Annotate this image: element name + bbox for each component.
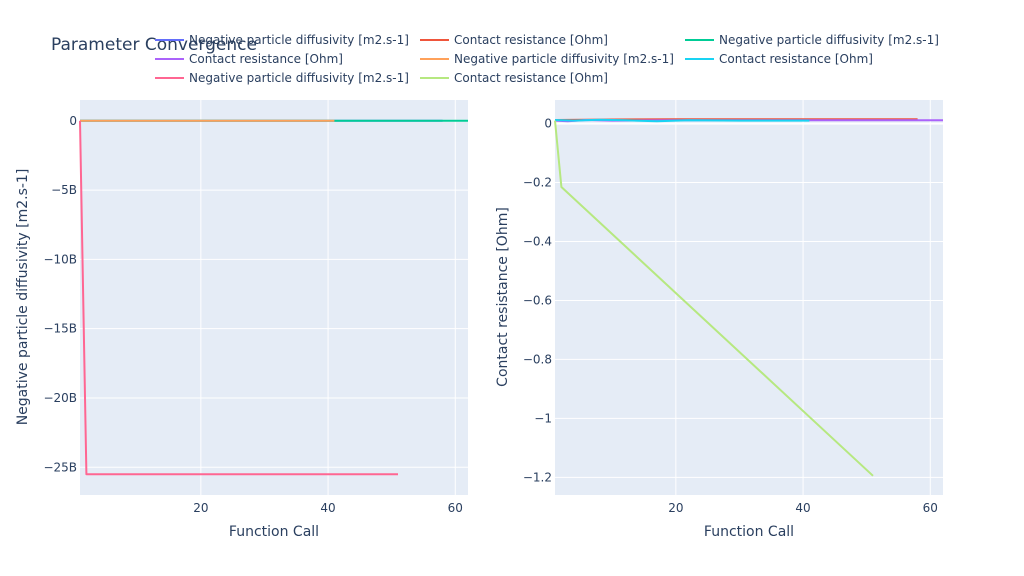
- legend-item-8[interactable]: Contact resistance [Ohm]: [420, 71, 608, 85]
- y-tick-label: −0.4: [523, 234, 552, 248]
- y-tick-label: −0.2: [523, 176, 552, 190]
- x-tick-label: 20: [193, 501, 208, 515]
- legend-item-7[interactable]: Negative particle diffusivity [m2.s-1]: [155, 71, 409, 85]
- legend-item-5[interactable]: Negative particle diffusivity [m2.s-1]: [420, 52, 674, 66]
- series-line-7[interactable]: [79, 120, 398, 476]
- subplot-right: 20 40 60 0 −0.2 −0.4 −0.6 −0.8 −1 −1.2 Function C…: [495, 100, 943, 540]
- legend-label: Contact resistance [Ohm]: [454, 71, 608, 85]
- y-tick-label: −25B: [43, 460, 77, 474]
- x-axis-title-left: Function Call: [229, 524, 319, 540]
- x-tick-label: 40: [795, 501, 810, 515]
- x-tick-label: 40: [320, 501, 335, 515]
- series-left: [79, 119, 468, 476]
- y-tick-label: −0.8: [523, 352, 552, 366]
- y-tick-label: −10B: [43, 252, 77, 266]
- series-right: [554, 118, 943, 477]
- legend-label: Negative particle diffusivity [m2.s-1]: [719, 33, 939, 47]
- y-tick-label: −0.6: [523, 293, 552, 307]
- y-axis-title-right: Contact resistance [Ohm]: [495, 207, 511, 387]
- y-tick-label: −15B: [43, 322, 77, 336]
- x-tick-label: 20: [668, 501, 683, 515]
- chart-title: Parameter Convergence: [51, 35, 257, 55]
- y-tick-label: −20B: [43, 391, 77, 405]
- series-line-8[interactable]: [554, 120, 874, 477]
- ticks-left: 20 40 60 0 −5B −10B −15B −20B −25B: [43, 114, 462, 515]
- x-axis-title-right: Function Call: [704, 524, 794, 540]
- legend-label: Negative particle diffusivity [m2.s-1]: [189, 33, 409, 47]
- subplot-left: 20 40 60 0 −5B −10B −15B −20B −25B Function Call…: [15, 100, 468, 540]
- y-tick-label: −1: [534, 411, 552, 425]
- legend-item-6[interactable]: Contact resistance [Ohm]: [685, 52, 873, 66]
- ticks-right: 20 40 60 0 −0.2 −0.4 −0.6 −0.8 −1 −1.2: [523, 117, 938, 515]
- plot-area-right: [555, 100, 943, 495]
- legend-label: Contact resistance [Ohm]: [454, 33, 608, 47]
- y-axis-title-left: Negative particle diffusivity [m2.s-1]: [15, 169, 31, 426]
- x-tick-label: 60: [923, 501, 938, 515]
- y-tick-label: −1.2: [523, 470, 552, 484]
- legend-label: Contact resistance [Ohm]: [719, 52, 873, 66]
- legend-item-2[interactable]: Contact resistance [Ohm]: [420, 33, 608, 47]
- legend[interactable]: Negative particle diffusivity [m2.s-1] Co…: [155, 33, 939, 85]
- y-tick-label: 0: [69, 114, 77, 128]
- legend-label: Negative particle diffusivity [m2.s-1]: [454, 52, 674, 66]
- y-tick-label: 0: [544, 117, 552, 131]
- legend-item-3[interactable]: Negative particle diffusivity [m2.s-1]: [685, 33, 939, 47]
- legend-item-1[interactable]: Negative particle diffusivity [m2.s-1]: [155, 33, 409, 47]
- series-line-6[interactable]: [554, 118, 810, 123]
- y-tick-label: −5B: [51, 183, 77, 197]
- x-tick-label: 60: [448, 501, 463, 515]
- legend-label: Contact resistance [Ohm]: [189, 52, 343, 66]
- legend-label: Negative particle diffusivity [m2.s-1]: [189, 71, 409, 85]
- plot-area-left: [80, 100, 468, 495]
- legend-item-4[interactable]: Contact resistance [Ohm]: [155, 52, 343, 66]
